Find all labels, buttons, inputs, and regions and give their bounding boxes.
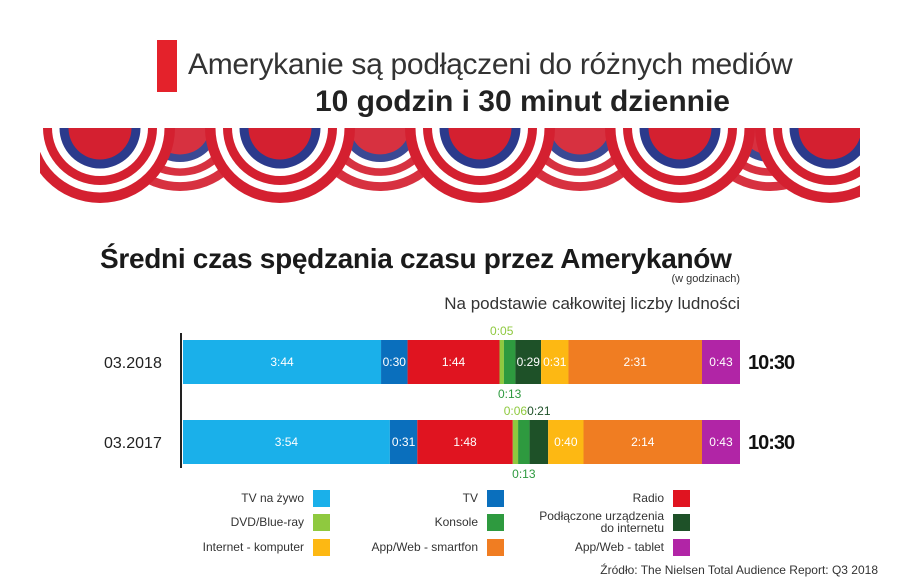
- data-label: 0:29: [517, 355, 541, 369]
- bar-segment: [701, 420, 740, 464]
- bar-segment: [568, 340, 702, 384]
- data-label: 0:05: [490, 324, 514, 338]
- bunting-fan: [755, 128, 860, 203]
- data-label: 1:44: [442, 355, 466, 369]
- data-label: 0:21: [527, 404, 551, 418]
- data-label: 0:40: [554, 435, 578, 449]
- bar-segment: [512, 420, 519, 464]
- bunting-fan: [40, 128, 175, 203]
- bar-segment: [389, 420, 418, 464]
- data-label: 0:13: [498, 387, 522, 401]
- bar-segment: [183, 420, 390, 464]
- bar-segment: [183, 340, 382, 384]
- bar-segment: [701, 340, 740, 384]
- category-label: 03.2017: [104, 435, 162, 452]
- chart-units: (w godzinach): [671, 273, 740, 285]
- bar-segment: [381, 340, 408, 384]
- data-label: 0:06: [504, 404, 528, 418]
- data-label: 2:31: [624, 355, 648, 369]
- data-label: 0:31: [543, 355, 567, 369]
- data-label: 1:48: [453, 435, 477, 449]
- page-title: Amerykanie są podłączeni do różnych medi…: [188, 48, 793, 81]
- bar-segment: [583, 420, 702, 464]
- title-accent-bar: [157, 40, 177, 92]
- data-label: 3:44: [270, 355, 294, 369]
- total-label: 10:30: [748, 352, 795, 374]
- bar-segment: [407, 340, 500, 384]
- bar-segment: [529, 420, 549, 464]
- bunting-fan: [205, 128, 355, 203]
- chart-title: Średni czas spędzania czasu przez Ameryk…: [100, 243, 732, 274]
- data-label: 3:54: [275, 435, 299, 449]
- page-subtitle: 10 godzin i 30 minut dziennie: [314, 85, 730, 118]
- flag-bunting-decoration: [40, 128, 860, 203]
- source-note: Źródło: The Nielsen Total Audience Repor…: [600, 563, 878, 577]
- bunting-fan: [405, 128, 555, 203]
- data-label: 0:43: [709, 355, 733, 369]
- bar-segment: [518, 420, 530, 464]
- category-label: 03.2018: [104, 355, 162, 372]
- data-label: 0:13: [512, 467, 536, 481]
- bar-segment: [548, 420, 584, 464]
- bunting-fan: [605, 128, 755, 203]
- total-label: 10:30: [748, 432, 795, 454]
- bar-segment: [541, 340, 569, 384]
- bar-segment: [417, 420, 513, 464]
- bar-segment: [515, 340, 542, 384]
- bar-segment: [499, 340, 504, 384]
- bar-segment: [503, 340, 516, 384]
- data-label: 0:30: [383, 355, 407, 369]
- data-label: 0:43: [709, 435, 733, 449]
- data-label: 2:14: [631, 435, 655, 449]
- chart-subtitle: Na podstawie całkowitej liczby ludności: [444, 294, 740, 313]
- data-label: 0:31: [392, 435, 416, 449]
